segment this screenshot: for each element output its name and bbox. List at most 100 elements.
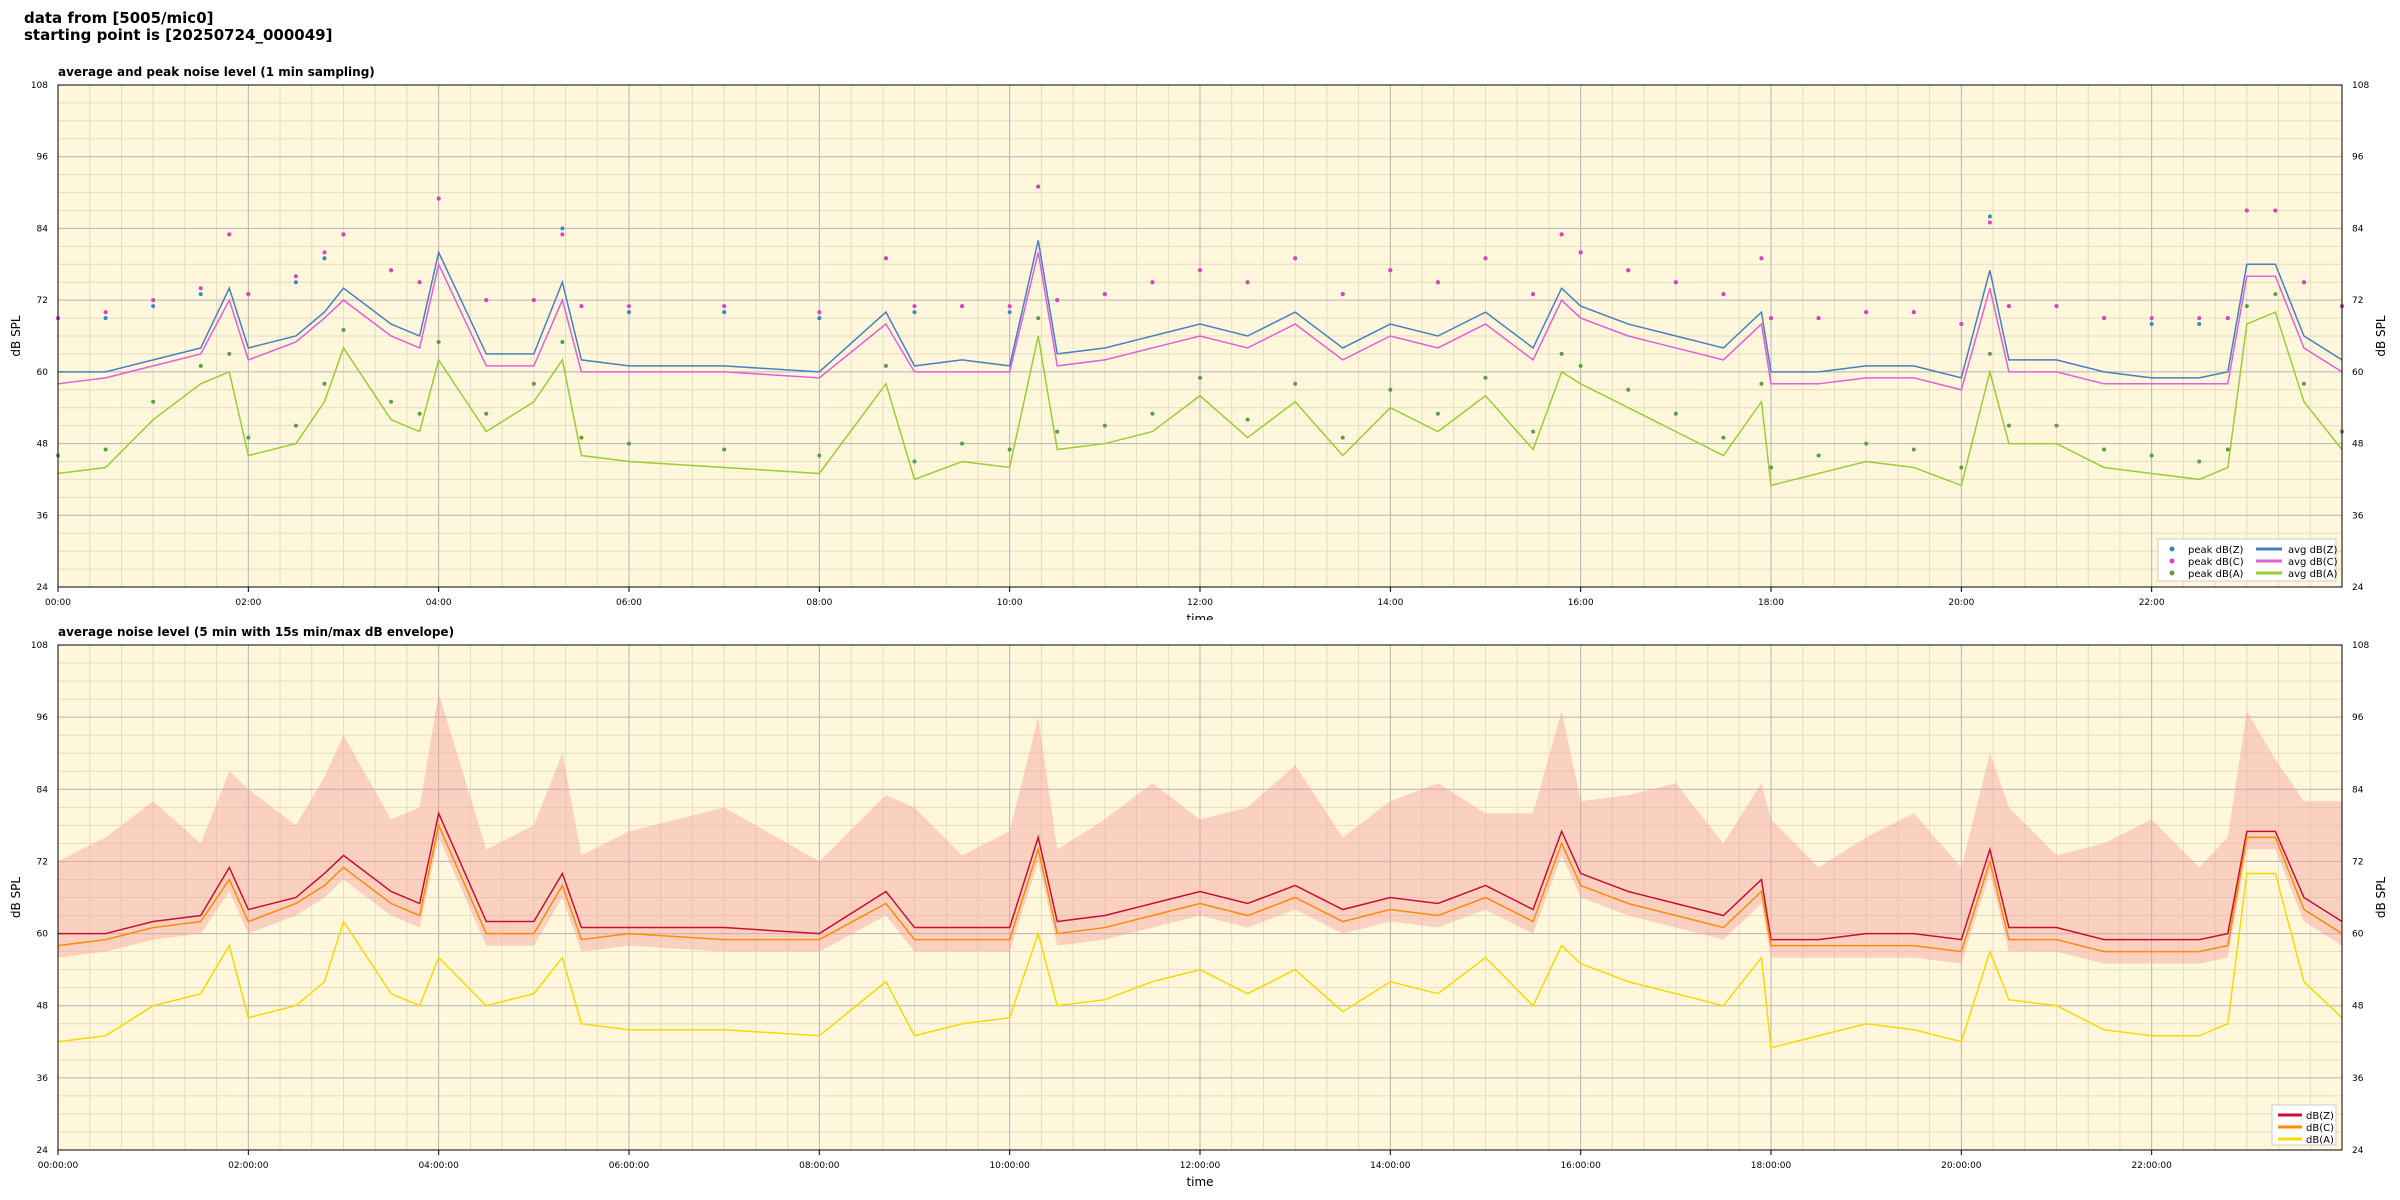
- peak-a-marker: [1769, 465, 1773, 470]
- series-line: [58, 240, 2343, 379]
- legend-marker: [2169, 546, 2175, 552]
- peak-c-marker: [1987, 220, 1992, 225]
- peak-c-marker: [1293, 256, 1298, 261]
- y-tick-label: 24: [37, 583, 49, 593]
- peak-c-marker: [1864, 310, 1869, 315]
- peak-c-marker: [389, 268, 394, 273]
- peak-a-marker: [1721, 435, 1726, 440]
- peak-c-marker: [960, 304, 965, 309]
- peak-c-marker: [1531, 292, 1536, 297]
- x-axis-label: time: [1186, 612, 1213, 620]
- peak-a-marker: [1759, 381, 1764, 386]
- y-tick-label: 108: [2352, 81, 2369, 91]
- legend-label: peak dB(Z): [2188, 545, 2244, 556]
- peak-a-marker: [1987, 351, 1992, 356]
- legend-label: peak dB(A): [2188, 569, 2244, 580]
- peak-a-marker: [1483, 375, 1488, 380]
- peak-c-marker: [531, 298, 536, 303]
- y-tick-label: 72: [37, 857, 48, 867]
- plot-frame: [57, 644, 2343, 1151]
- y-tick-label: 48: [37, 1002, 49, 1012]
- peak-z-marker: [627, 310, 631, 315]
- peak-a-marker: [2301, 381, 2306, 386]
- peak-a-marker: [1055, 429, 1060, 434]
- peak-c-marker: [2102, 316, 2107, 321]
- y-tick-label: 96: [37, 153, 49, 163]
- peak-z-marker: [2149, 322, 2154, 327]
- peak-c-marker: [2054, 304, 2059, 309]
- peak-c-marker: [1721, 292, 1726, 297]
- y-tick-label: 84: [37, 224, 49, 234]
- peak-a-marker: [1293, 381, 1298, 386]
- peak-c-marker: [1340, 292, 1345, 297]
- peak-c-marker: [883, 256, 888, 261]
- peak-a-marker: [417, 411, 422, 416]
- peak-c-marker: [1388, 268, 1393, 273]
- peak-c-marker: [627, 304, 631, 309]
- peak-a-marker: [579, 435, 584, 440]
- x-tick-label: 06:00:00: [609, 1161, 650, 1171]
- peak-a-marker: [960, 441, 965, 446]
- y-tick-label: 60: [2352, 930, 2364, 940]
- series-line: [57, 822, 2343, 953]
- peak-c-marker: [2273, 208, 2278, 213]
- x-tick-label: 08:00: [806, 598, 832, 608]
- peak-c-marker: [1102, 292, 1107, 297]
- y-axis-label: dB SPL: [9, 315, 23, 357]
- peak-a-marker: [2054, 423, 2059, 428]
- y-tick-label: 108: [2352, 641, 2369, 651]
- y-tick-label: 96: [37, 713, 49, 723]
- peak-c-marker: [417, 280, 422, 285]
- x-tick-label: 10:00:00: [989, 1161, 1030, 1171]
- peak-c-marker: [1435, 280, 1440, 285]
- peak-a-marker: [1340, 435, 1345, 440]
- peak-a-marker: [1531, 429, 1536, 434]
- peak-z-marker: [2197, 322, 2202, 327]
- peak-z-marker: [912, 310, 917, 315]
- x-tick-label: 02:00:00: [228, 1161, 269, 1171]
- peak-a-marker: [2225, 447, 2230, 452]
- peak-c-marker: [1759, 256, 1764, 261]
- y-tick-label: 60: [37, 368, 49, 378]
- peak-a-marker: [1911, 447, 1916, 452]
- peak-a-marker: [1673, 411, 1678, 416]
- peak-a-marker: [341, 328, 346, 333]
- source-line: data from [5005/mic0]: [24, 9, 214, 27]
- x-tick-label: 02:00: [235, 598, 261, 608]
- peak-z-marker: [817, 316, 822, 321]
- peak-c-marker: [1198, 268, 1202, 273]
- x-axis-label: time: [1186, 1175, 1213, 1189]
- peak-a-marker: [627, 441, 631, 446]
- y-tick-label: 36: [2352, 511, 2364, 521]
- x-tick-label: 12:00: [1187, 598, 1213, 608]
- y-axis-label-right: dB SPL: [2374, 877, 2388, 919]
- y-tick-label: 72: [37, 296, 48, 306]
- peak-a-marker: [103, 447, 108, 452]
- x-tick-label: 06:00: [616, 598, 642, 608]
- peak-a-marker: [1388, 387, 1393, 392]
- peak-a-marker: [1559, 351, 1564, 356]
- min-max-envelope: [58, 693, 2342, 964]
- peak-a-marker: [2273, 292, 2278, 297]
- peak-z-marker: [722, 310, 727, 315]
- y-tick-label: 24: [2352, 583, 2364, 593]
- peak-c-marker: [1816, 316, 1821, 321]
- peak-c-marker: [198, 286, 203, 291]
- y-tick-label: 96: [2352, 713, 2364, 723]
- peak-a-marker: [1198, 375, 1202, 380]
- peak-c-marker: [1911, 310, 1916, 315]
- series-line: [57, 311, 2343, 487]
- peak-a-marker: [722, 447, 727, 452]
- legend-label: dB(A): [2306, 1135, 2334, 1146]
- peak-c-marker: [1559, 232, 1564, 237]
- x-tick-label: 20:00: [1948, 598, 1974, 608]
- plot-frame: [57, 84, 2343, 588]
- peak-z-marker: [1987, 214, 1992, 219]
- peak-a-marker: [151, 399, 156, 404]
- peak-c-marker: [1150, 280, 1155, 285]
- chart-title: average and peak noise level (1 min samp…: [58, 65, 375, 79]
- x-tick-label: 04:00: [426, 598, 452, 608]
- peak-a-marker: [227, 351, 232, 356]
- peak-c-marker: [2149, 316, 2154, 321]
- x-tick-label: 20:00:00: [1941, 1161, 1982, 1171]
